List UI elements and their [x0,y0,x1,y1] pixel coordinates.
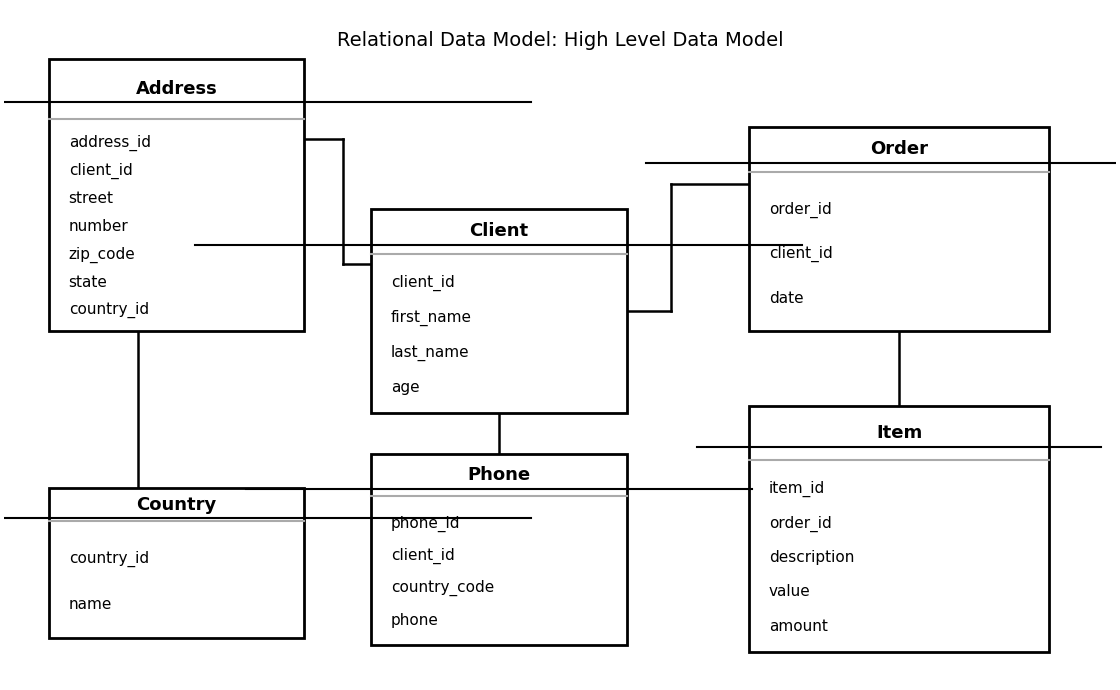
Text: zip_code: zip_code [68,246,136,262]
Text: Client: Client [469,222,529,240]
Text: order_id: order_id [769,515,832,532]
FancyBboxPatch shape [48,488,305,638]
Text: country_id: country_id [68,302,149,319]
FancyBboxPatch shape [749,406,1049,652]
Text: Phone: Phone [467,466,531,484]
Text: Item: Item [876,424,922,442]
Text: Address: Address [136,79,217,98]
Text: Relational Data Model: High Level Data Model: Relational Data Model: High Level Data M… [337,32,783,50]
Text: date: date [769,290,804,306]
Text: age: age [391,380,420,395]
Text: name: name [68,597,112,612]
Text: first_name: first_name [391,310,472,326]
Text: value: value [769,584,811,600]
FancyBboxPatch shape [48,59,305,331]
Text: phone_id: phone_id [391,515,460,532]
Text: Order: Order [870,140,928,159]
FancyBboxPatch shape [371,208,627,413]
Text: item_id: item_id [769,482,825,497]
FancyBboxPatch shape [371,454,627,645]
FancyBboxPatch shape [749,127,1049,331]
Text: country_id: country_id [68,551,149,567]
Text: client_id: client_id [68,162,132,179]
Text: address_id: address_id [68,135,151,150]
Text: Country: Country [137,495,216,513]
Text: country_code: country_code [391,580,494,596]
Text: client_id: client_id [391,548,455,564]
Text: client_id: client_id [769,246,833,262]
Text: amount: amount [769,619,828,633]
Text: phone: phone [391,613,439,628]
Text: description: description [769,550,855,565]
Text: state: state [68,275,108,290]
Text: last_name: last_name [391,344,469,361]
Text: order_id: order_id [769,201,832,217]
Text: street: street [68,191,113,206]
Text: client_id: client_id [391,275,455,291]
Text: number: number [68,219,129,234]
